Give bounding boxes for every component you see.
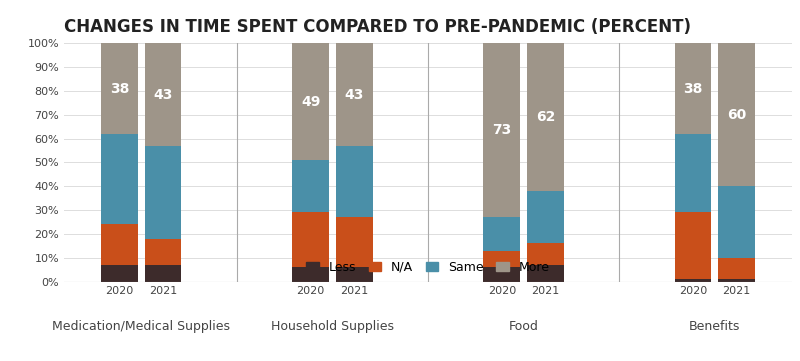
- Bar: [674, 134, 711, 213]
- Bar: [292, 267, 329, 282]
- Bar: [483, 251, 520, 267]
- Bar: [674, 213, 711, 279]
- Bar: [101, 134, 138, 225]
- Bar: [292, 160, 329, 213]
- Legend: Less, N/A, Same, More: Less, N/A, Same, More: [302, 257, 554, 278]
- Bar: [718, 279, 755, 282]
- Text: 38: 38: [110, 82, 129, 96]
- Bar: [101, 43, 138, 134]
- Bar: [483, 217, 520, 251]
- Text: Food: Food: [509, 321, 538, 334]
- Bar: [718, 43, 755, 186]
- Text: 43: 43: [154, 88, 173, 101]
- Bar: [145, 146, 182, 239]
- Bar: [336, 217, 373, 267]
- Bar: [292, 213, 329, 267]
- Bar: [674, 279, 711, 282]
- Bar: [718, 258, 755, 279]
- Text: 62: 62: [536, 110, 555, 124]
- Bar: [145, 43, 182, 146]
- Bar: [718, 186, 755, 258]
- Text: Household Supplies: Household Supplies: [271, 321, 394, 334]
- Text: Benefits: Benefits: [689, 321, 741, 334]
- Text: Medication/Medical Supplies: Medication/Medical Supplies: [52, 321, 230, 334]
- Bar: [527, 265, 564, 282]
- Text: 73: 73: [492, 123, 511, 137]
- Bar: [527, 243, 564, 265]
- Bar: [101, 265, 138, 282]
- Bar: [145, 265, 182, 282]
- Bar: [292, 43, 329, 160]
- Text: 60: 60: [727, 108, 746, 122]
- Bar: [527, 43, 564, 191]
- Bar: [336, 43, 373, 146]
- Bar: [101, 225, 138, 265]
- Bar: [145, 239, 182, 265]
- Bar: [527, 191, 564, 243]
- Text: 43: 43: [345, 88, 364, 101]
- Bar: [336, 267, 373, 282]
- Text: 49: 49: [301, 95, 320, 109]
- Bar: [336, 146, 373, 217]
- Bar: [674, 43, 711, 134]
- Text: 38: 38: [683, 82, 702, 96]
- Bar: [483, 267, 520, 282]
- Bar: [483, 43, 520, 217]
- Text: CHANGES IN TIME SPENT COMPARED TO PRE-PANDEMIC (PERCENT): CHANGES IN TIME SPENT COMPARED TO PRE-PA…: [64, 18, 691, 36]
